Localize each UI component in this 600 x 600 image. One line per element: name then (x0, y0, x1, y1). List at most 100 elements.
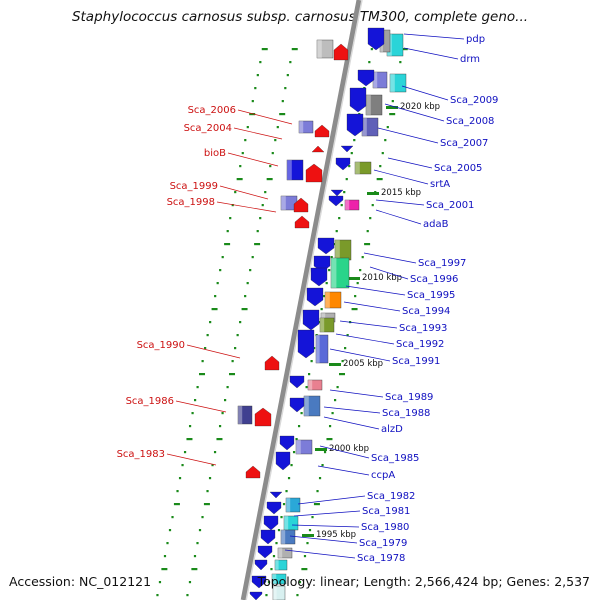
gene-label-adab: adaB (423, 219, 449, 230)
gene-label-sca_2008: Sca_2008 (446, 116, 494, 127)
tick-mark (330, 256, 333, 259)
tick-mark (270, 568, 273, 571)
tick-mark (300, 412, 303, 415)
reverse-gene-arrow (293, 197, 309, 213)
tick-mark (254, 87, 257, 90)
tick-mark (370, 48, 373, 51)
tick-mark (338, 217, 341, 220)
gene-block-shade (287, 160, 292, 180)
label-leader-line (323, 406, 381, 414)
gene-block-shade (272, 574, 277, 584)
forward-gene-arrow (317, 237, 335, 255)
gene-block (354, 161, 372, 175)
reverse-gene-arrow (294, 215, 310, 229)
tick-mark (265, 594, 268, 597)
gene-block-shade (320, 318, 325, 332)
reverse-gene-arrow (333, 43, 349, 61)
gene-block (298, 120, 314, 134)
tick-mark (305, 386, 308, 389)
map-title: Staphylococcus carnosus subsp. carnosus … (71, 9, 529, 25)
tick-mark (186, 594, 189, 597)
tick-mark (310, 360, 313, 363)
gene-label-sca_1980: Sca_1980 (361, 522, 409, 533)
tick-mark (241, 152, 244, 155)
tick-mark (223, 399, 227, 402)
scale-label: 2020 kbp (400, 102, 440, 112)
gene-block (237, 405, 253, 425)
forward-gene-arrow (346, 113, 364, 137)
tick-mark (272, 555, 276, 558)
gene-block-shade (325, 292, 330, 308)
label-leader-line (387, 157, 433, 169)
label-leader-line (284, 549, 356, 559)
gene-label-sca_1996: Sca_1996 (410, 274, 458, 285)
tick-mark (333, 243, 336, 246)
tick-mark (328, 425, 332, 428)
forward-gene-arrow (310, 267, 328, 287)
tick-mark (244, 139, 247, 142)
forward-gene-arrow (367, 27, 385, 51)
tick-mark (389, 113, 396, 116)
tick-mark (244, 295, 247, 298)
tick-mark (234, 347, 237, 350)
gene-block-body (285, 497, 301, 513)
gene-block (334, 239, 352, 261)
gene-block (274, 559, 288, 571)
tick-mark (350, 152, 353, 155)
gene-block-shade (316, 335, 320, 363)
accession-label: Accession: NC_012121 (9, 574, 152, 589)
tick-mark (239, 321, 242, 324)
gene-block (315, 334, 329, 364)
gene-label-drm: drm (460, 54, 480, 65)
tick-mark (226, 230, 229, 233)
tick-mark (333, 399, 337, 402)
label-leader-line (384, 103, 445, 122)
tick-mark (343, 191, 346, 194)
gene-block (285, 497, 301, 513)
gene-label-sca_1990: Sca_1990 (137, 340, 185, 351)
tick-mark (292, 451, 296, 454)
gene-block-shade (362, 118, 367, 136)
label-leader-line (369, 266, 409, 280)
gene-label-sca_1995: Sca_1995 (407, 290, 455, 301)
tick-mark (366, 230, 369, 233)
label-leader-line (343, 301, 401, 312)
tick-mark (226, 386, 229, 389)
reverse-gene-arrow (305, 163, 323, 183)
gene-block-body (277, 547, 293, 559)
tick-mark (311, 516, 314, 519)
tick-mark (336, 386, 339, 389)
tick-mark (211, 464, 214, 467)
gene-label-sca_1979: Sca_1979 (359, 538, 407, 549)
tick-mark (371, 204, 374, 207)
tick-mark (236, 334, 239, 337)
tick-mark (229, 373, 236, 376)
gene-block-body (298, 120, 314, 134)
gene-block (277, 547, 293, 559)
gene-block-shade (238, 406, 243, 424)
gene-block-body (274, 559, 288, 571)
tick-mark (285, 490, 288, 493)
tick-mark (276, 126, 279, 129)
gene-block-body (389, 73, 407, 93)
tick-mark (266, 178, 273, 181)
tick-mark (236, 178, 243, 181)
forward-gene-arrow (251, 575, 267, 589)
tick-mark (181, 464, 184, 467)
tick-mark (241, 308, 248, 311)
tick-mark (320, 308, 323, 311)
forward-gene-arrow (328, 195, 344, 207)
tick-mark (306, 542, 309, 545)
gene-block-body (330, 257, 350, 289)
label-leader-line (237, 109, 293, 125)
tick-mark (359, 269, 362, 272)
tick-mark (353, 139, 356, 142)
label-leader-line (297, 495, 366, 505)
tick-mark (224, 243, 231, 246)
tick-mark (199, 373, 206, 376)
tick-mark (340, 204, 343, 207)
tick-mark (289, 61, 292, 64)
gene-block-shade (281, 530, 286, 544)
tick-mark (213, 451, 217, 454)
tick-mark (313, 503, 320, 506)
